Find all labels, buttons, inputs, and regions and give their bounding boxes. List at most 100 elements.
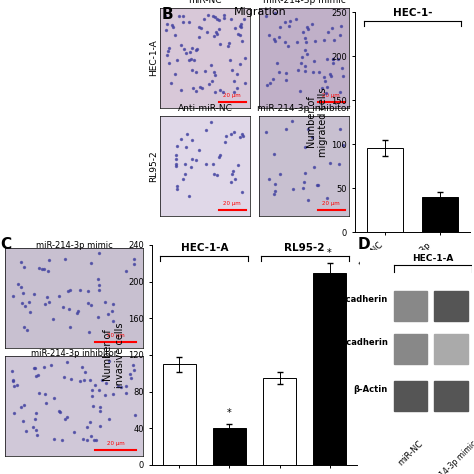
Point (87, 433, 94, 440)
Point (233, 70, 240, 77)
Point (9, 292, 16, 300)
Point (63, 414, 70, 421)
Point (97, 407, 104, 415)
Point (80, 435, 87, 442)
Point (94, 275, 102, 283)
Point (40, 364, 48, 371)
Point (230, 128, 237, 136)
Point (33, 427, 40, 434)
Point (172, 32, 179, 39)
Point (329, 59, 337, 67)
Point (335, 160, 343, 167)
Text: RL95-2: RL95-2 (149, 150, 158, 182)
Point (177, 42, 184, 49)
Point (232, 25, 239, 32)
Point (10, 382, 18, 390)
Point (334, 55, 342, 63)
Point (265, 175, 273, 182)
Point (293, 38, 301, 46)
Point (272, 9, 279, 17)
Point (36, 264, 43, 272)
Point (240, 15, 248, 22)
Point (122, 390, 130, 397)
Text: miR-214-3p mimic: miR-214-3p mimic (263, 0, 346, 5)
Point (43, 293, 50, 301)
Point (41, 390, 48, 398)
Point (276, 23, 284, 31)
Point (173, 143, 181, 150)
Point (58, 437, 65, 444)
Point (85, 328, 92, 336)
Point (195, 146, 203, 154)
Point (237, 23, 245, 31)
Point (228, 66, 236, 74)
Point (301, 143, 309, 151)
Point (122, 267, 130, 275)
Point (83, 423, 91, 430)
Point (15, 281, 22, 288)
Point (172, 151, 180, 158)
Point (186, 48, 193, 56)
Point (192, 46, 200, 54)
Point (321, 77, 328, 85)
Text: 20 μm: 20 μm (223, 93, 241, 98)
Point (187, 164, 194, 171)
Point (207, 118, 215, 126)
Text: RL95-2: RL95-2 (284, 243, 325, 253)
Point (76, 287, 84, 294)
Point (127, 374, 135, 382)
Point (75, 308, 82, 315)
Bar (367, 148, 403, 232)
Point (323, 83, 331, 91)
Point (211, 14, 219, 21)
Point (20, 263, 27, 271)
Point (118, 383, 125, 391)
Point (101, 392, 109, 399)
Point (172, 162, 179, 170)
Point (304, 25, 312, 32)
Point (9, 378, 17, 385)
Point (319, 84, 326, 92)
Point (282, 76, 290, 83)
Text: C: C (0, 237, 11, 252)
Point (188, 66, 195, 74)
Point (78, 363, 86, 370)
Point (131, 411, 139, 419)
Point (235, 30, 242, 38)
Point (187, 55, 194, 63)
Point (198, 84, 206, 92)
Point (271, 180, 278, 187)
Point (269, 75, 277, 82)
Point (270, 150, 278, 157)
Text: N-cadherin: N-cadherin (336, 295, 388, 304)
Point (313, 181, 321, 189)
Point (185, 191, 193, 199)
Point (62, 255, 69, 263)
Point (325, 28, 332, 36)
Point (109, 390, 117, 398)
Point (231, 77, 238, 85)
Point (55, 292, 63, 300)
Point (18, 403, 25, 411)
Point (213, 15, 221, 23)
Point (202, 161, 210, 168)
Point (109, 301, 117, 308)
Point (281, 39, 288, 46)
Point (21, 303, 29, 310)
Bar (163, 364, 196, 465)
Point (237, 31, 244, 38)
Point (181, 171, 189, 178)
Point (304, 125, 312, 132)
Point (9, 376, 17, 383)
Point (227, 56, 234, 64)
Point (210, 32, 218, 40)
Point (84, 299, 92, 307)
Point (175, 13, 182, 20)
Text: D: D (358, 237, 371, 252)
Point (210, 68, 218, 75)
Point (301, 46, 309, 53)
Point (273, 59, 280, 67)
Point (47, 362, 55, 369)
Point (237, 22, 244, 29)
Point (310, 163, 318, 170)
